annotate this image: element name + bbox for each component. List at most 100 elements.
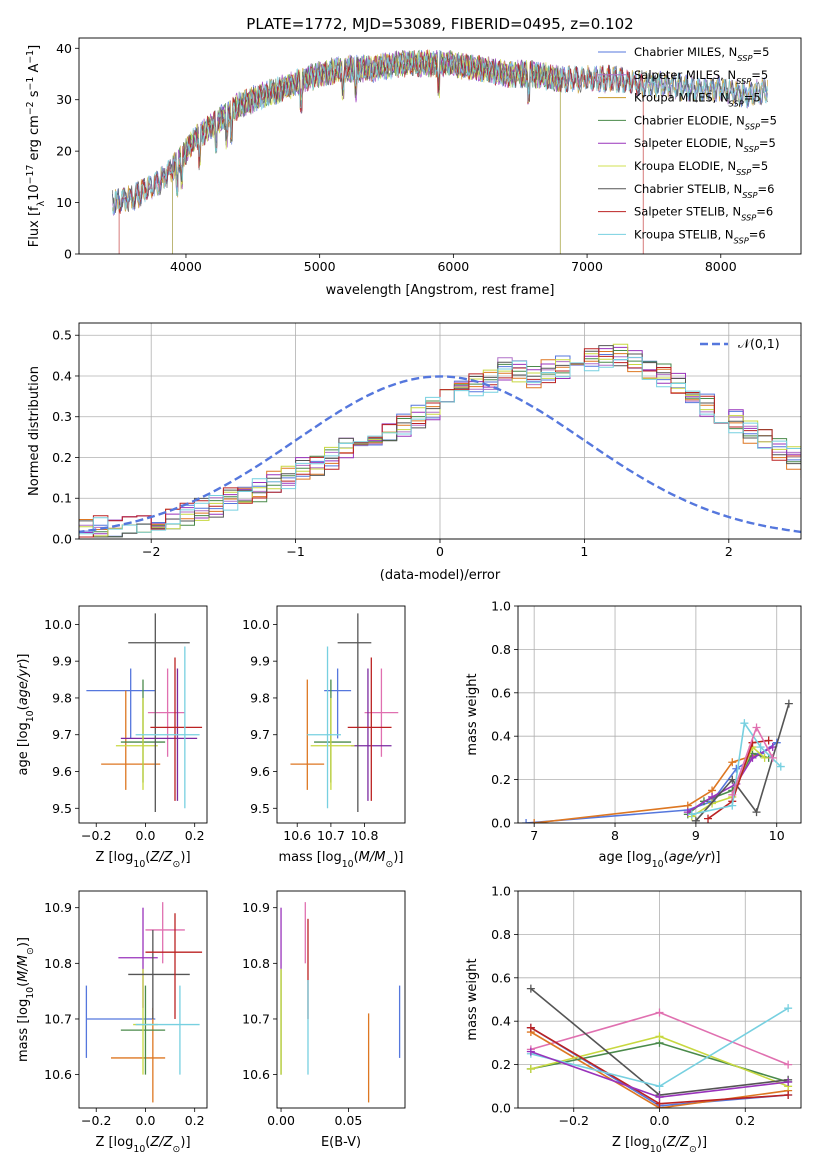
y-tick-label: 9.5 — [52, 801, 72, 816]
y-tick-label: 0.0 — [491, 816, 511, 831]
y-tick-label: 0.2 — [491, 772, 511, 787]
y-tick-label: 9.8 — [250, 690, 270, 705]
weight-marker — [784, 1077, 793, 1086]
legend-label: Salpeter MILES, NSSP=5 — [634, 68, 768, 86]
x-tick-label: 10.8 — [351, 828, 379, 843]
y-axis-label: mass [log10(M/M⊙)] — [16, 937, 36, 1062]
y-tick-label: 1.0 — [491, 884, 511, 899]
legend-label: Kroupa MILES, NSSP=5 — [634, 91, 761, 109]
x-tick-label: 7000 — [571, 259, 603, 274]
x-tick-label: −2 — [142, 544, 160, 559]
weight-marker — [655, 1008, 664, 1017]
plot-area — [86, 613, 203, 812]
y-tick-label: 0.2 — [52, 450, 72, 465]
y-axis-label: age [log10(age/yr)] — [16, 653, 36, 775]
plot-area — [290, 613, 399, 812]
y-tick-label: 0.6 — [491, 970, 511, 985]
y-axis-label: mass weight — [465, 673, 480, 755]
x-tick-label: 0.2 — [735, 1113, 755, 1128]
weight-marker — [752, 723, 761, 732]
y-tick-label: 0.0 — [52, 532, 72, 547]
x-tick-label: 8 — [611, 828, 619, 843]
y-tick-label: 1.0 — [491, 599, 511, 614]
weight-marker — [530, 819, 539, 823]
y-tick-label: 10.7 — [44, 1011, 72, 1026]
y-tick-label: 9.6 — [250, 764, 270, 779]
weight-marker — [655, 1032, 664, 1041]
mass-weight-vs-Z-panel: −0.2 0.0 0.2 0.0 0.2 0.4 0.6 0.8 1.0 Z [log10(Z/Z… — [465, 884, 802, 1155]
y-tick-label: 10.9 — [44, 900, 72, 915]
legend-label: 𝒩(0,1) — [738, 336, 780, 351]
axes-frame — [276, 605, 406, 824]
axes-frame — [78, 890, 208, 1109]
x-tick-label: 0.05 — [334, 1113, 362, 1128]
x-tick-label: −0.2 — [81, 1113, 111, 1128]
y-tick-label: 10.8 — [44, 956, 72, 971]
weight-marker — [784, 1090, 793, 1099]
histogram-step — [79, 348, 801, 538]
y-tick-label: 0.5 — [52, 328, 72, 343]
y-tick-label: 10.0 — [242, 617, 270, 632]
x-tick-label: 5000 — [304, 259, 336, 274]
weight-marker — [683, 808, 692, 817]
x-tick-label: 10 — [769, 828, 785, 843]
y-tick-label: 0 — [64, 247, 72, 262]
plot-area — [280, 902, 401, 1103]
legend-label: Kroupa ELODIE, NSSP=5 — [634, 159, 768, 177]
weight-line — [707, 739, 769, 820]
y-tick-label: 0.8 — [491, 642, 511, 657]
x-axis-label: E(B-V) — [321, 1135, 361, 1150]
x-axis-label: age [log10(age/yr)] — [598, 850, 720, 870]
mass-vs-ebv-panel: 0.00 0.05 10.6 10.7 10.8 10.9 E(B-V) — [242, 890, 406, 1150]
x-tick-label: 0.0 — [650, 1113, 670, 1128]
y-axis-label: Normed distribution — [27, 366, 42, 496]
x-tick-label: 4000 — [170, 259, 202, 274]
histogram-step — [79, 356, 801, 535]
weight-marker — [752, 808, 761, 817]
y-tick-label: 0.1 — [52, 491, 72, 506]
normal-curve — [79, 375, 801, 534]
x-axis-label: (data-model)/error — [380, 568, 501, 583]
y-tick-label: 0.4 — [491, 729, 511, 744]
x-tick-label: 0.2 — [185, 1113, 205, 1128]
x-tick-label: 8000 — [705, 259, 737, 274]
x-tick-label: 0.00 — [267, 1113, 295, 1128]
weight-marker — [760, 753, 769, 762]
mass-weight-vs-age-panel: 7 8 9 10 0.0 0.2 0.4 0.6 0.8 1.0 age [log10(age/yr… — [465, 599, 802, 870]
x-axis-label: wavelength [Angstrom, rest frame] — [326, 283, 555, 298]
weight-marker — [784, 1004, 793, 1013]
y-tick-label: 0.4 — [52, 368, 72, 383]
weight-marker — [740, 719, 749, 728]
axes-frame — [78, 322, 802, 540]
x-tick-label: 0.0 — [136, 1113, 156, 1128]
x-tick-label: 0.2 — [185, 828, 205, 843]
x-tick-label: 2 — [725, 544, 733, 559]
y-tick-label: 10.7 — [242, 1011, 270, 1026]
weight-marker — [784, 699, 793, 708]
x-tick-label: −1 — [286, 544, 304, 559]
legend-label: Salpeter STELIB, NSSP=6 — [634, 205, 773, 223]
x-axis-label: Z [log10(Z/Z⊙)] — [95, 850, 190, 870]
x-tick-label: −0.2 — [559, 1113, 589, 1128]
y-tick-label: 10 — [56, 195, 72, 210]
weight-marker — [526, 1047, 535, 1056]
y-tick-label: 10.6 — [242, 1067, 270, 1082]
y-tick-label: 0.0 — [491, 1101, 511, 1116]
histogram-step — [79, 345, 801, 538]
residuals-panel: −2 −1 0 1 2 0.0 0.1 0.2 0.3 0.4 0.5 𝒩(0,1) (data-mod… — [27, 322, 802, 583]
legend-label: Chabrier MILES, NSSP=5 — [634, 45, 769, 63]
weight-marker — [704, 814, 713, 823]
x-tick-label: 0 — [436, 544, 444, 559]
weight-marker — [655, 1093, 664, 1102]
weight-marker — [691, 816, 700, 823]
x-axis-label: Z [log10(Z/Z⊙)] — [95, 1135, 190, 1155]
weight-marker — [655, 1082, 664, 1091]
axes-frame — [517, 890, 802, 1109]
weight-marker — [526, 1064, 535, 1073]
weight-marker — [728, 801, 737, 810]
plot-area — [522, 699, 793, 823]
spectrum-line — [172, 49, 561, 254]
weight-marker — [764, 736, 773, 745]
y-tick-label: 0.3 — [52, 409, 72, 424]
